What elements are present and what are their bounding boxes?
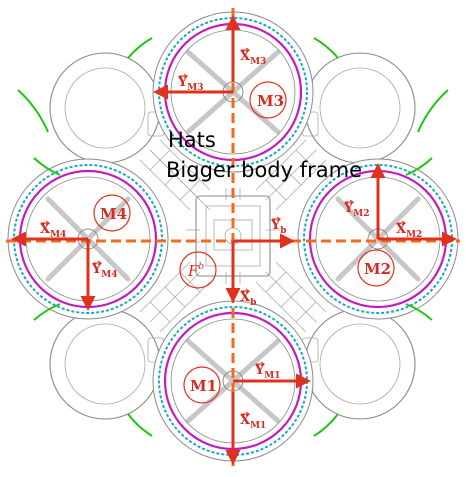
annotation-hats: Hats [168, 128, 216, 152]
motor-label-circles [93, 81, 395, 404]
label-x-b: Xb [240, 290, 256, 308]
motor-vectors [10, 84, 457, 389]
label-x-m1: XM1 [240, 413, 266, 431]
label-x-m4: XM4 [40, 222, 66, 240]
annotation-bigger-body-frame: Bigger body frame [166, 158, 363, 182]
label-y-b: Yb [270, 218, 287, 236]
label-y-m1: YM1 [254, 363, 281, 381]
label-x-m2: XM2 [396, 222, 422, 240]
label-y-m2: YM2 [343, 201, 370, 219]
body-vectors [225, 14, 295, 465]
label-y-m4: YM4 [91, 262, 118, 280]
label-m1: M1 [190, 377, 217, 395]
label-m4: M4 [100, 205, 127, 223]
label-m2: M2 [364, 260, 391, 278]
vector-arrow-accents [41, 47, 406, 417]
label-m3: M3 [257, 92, 284, 110]
label-y-m3: YM3 [177, 75, 204, 93]
green-arcs [17, 37, 449, 437]
label-frame-b: Fb [187, 262, 204, 280]
label-x-m3: XM3 [240, 49, 266, 67]
